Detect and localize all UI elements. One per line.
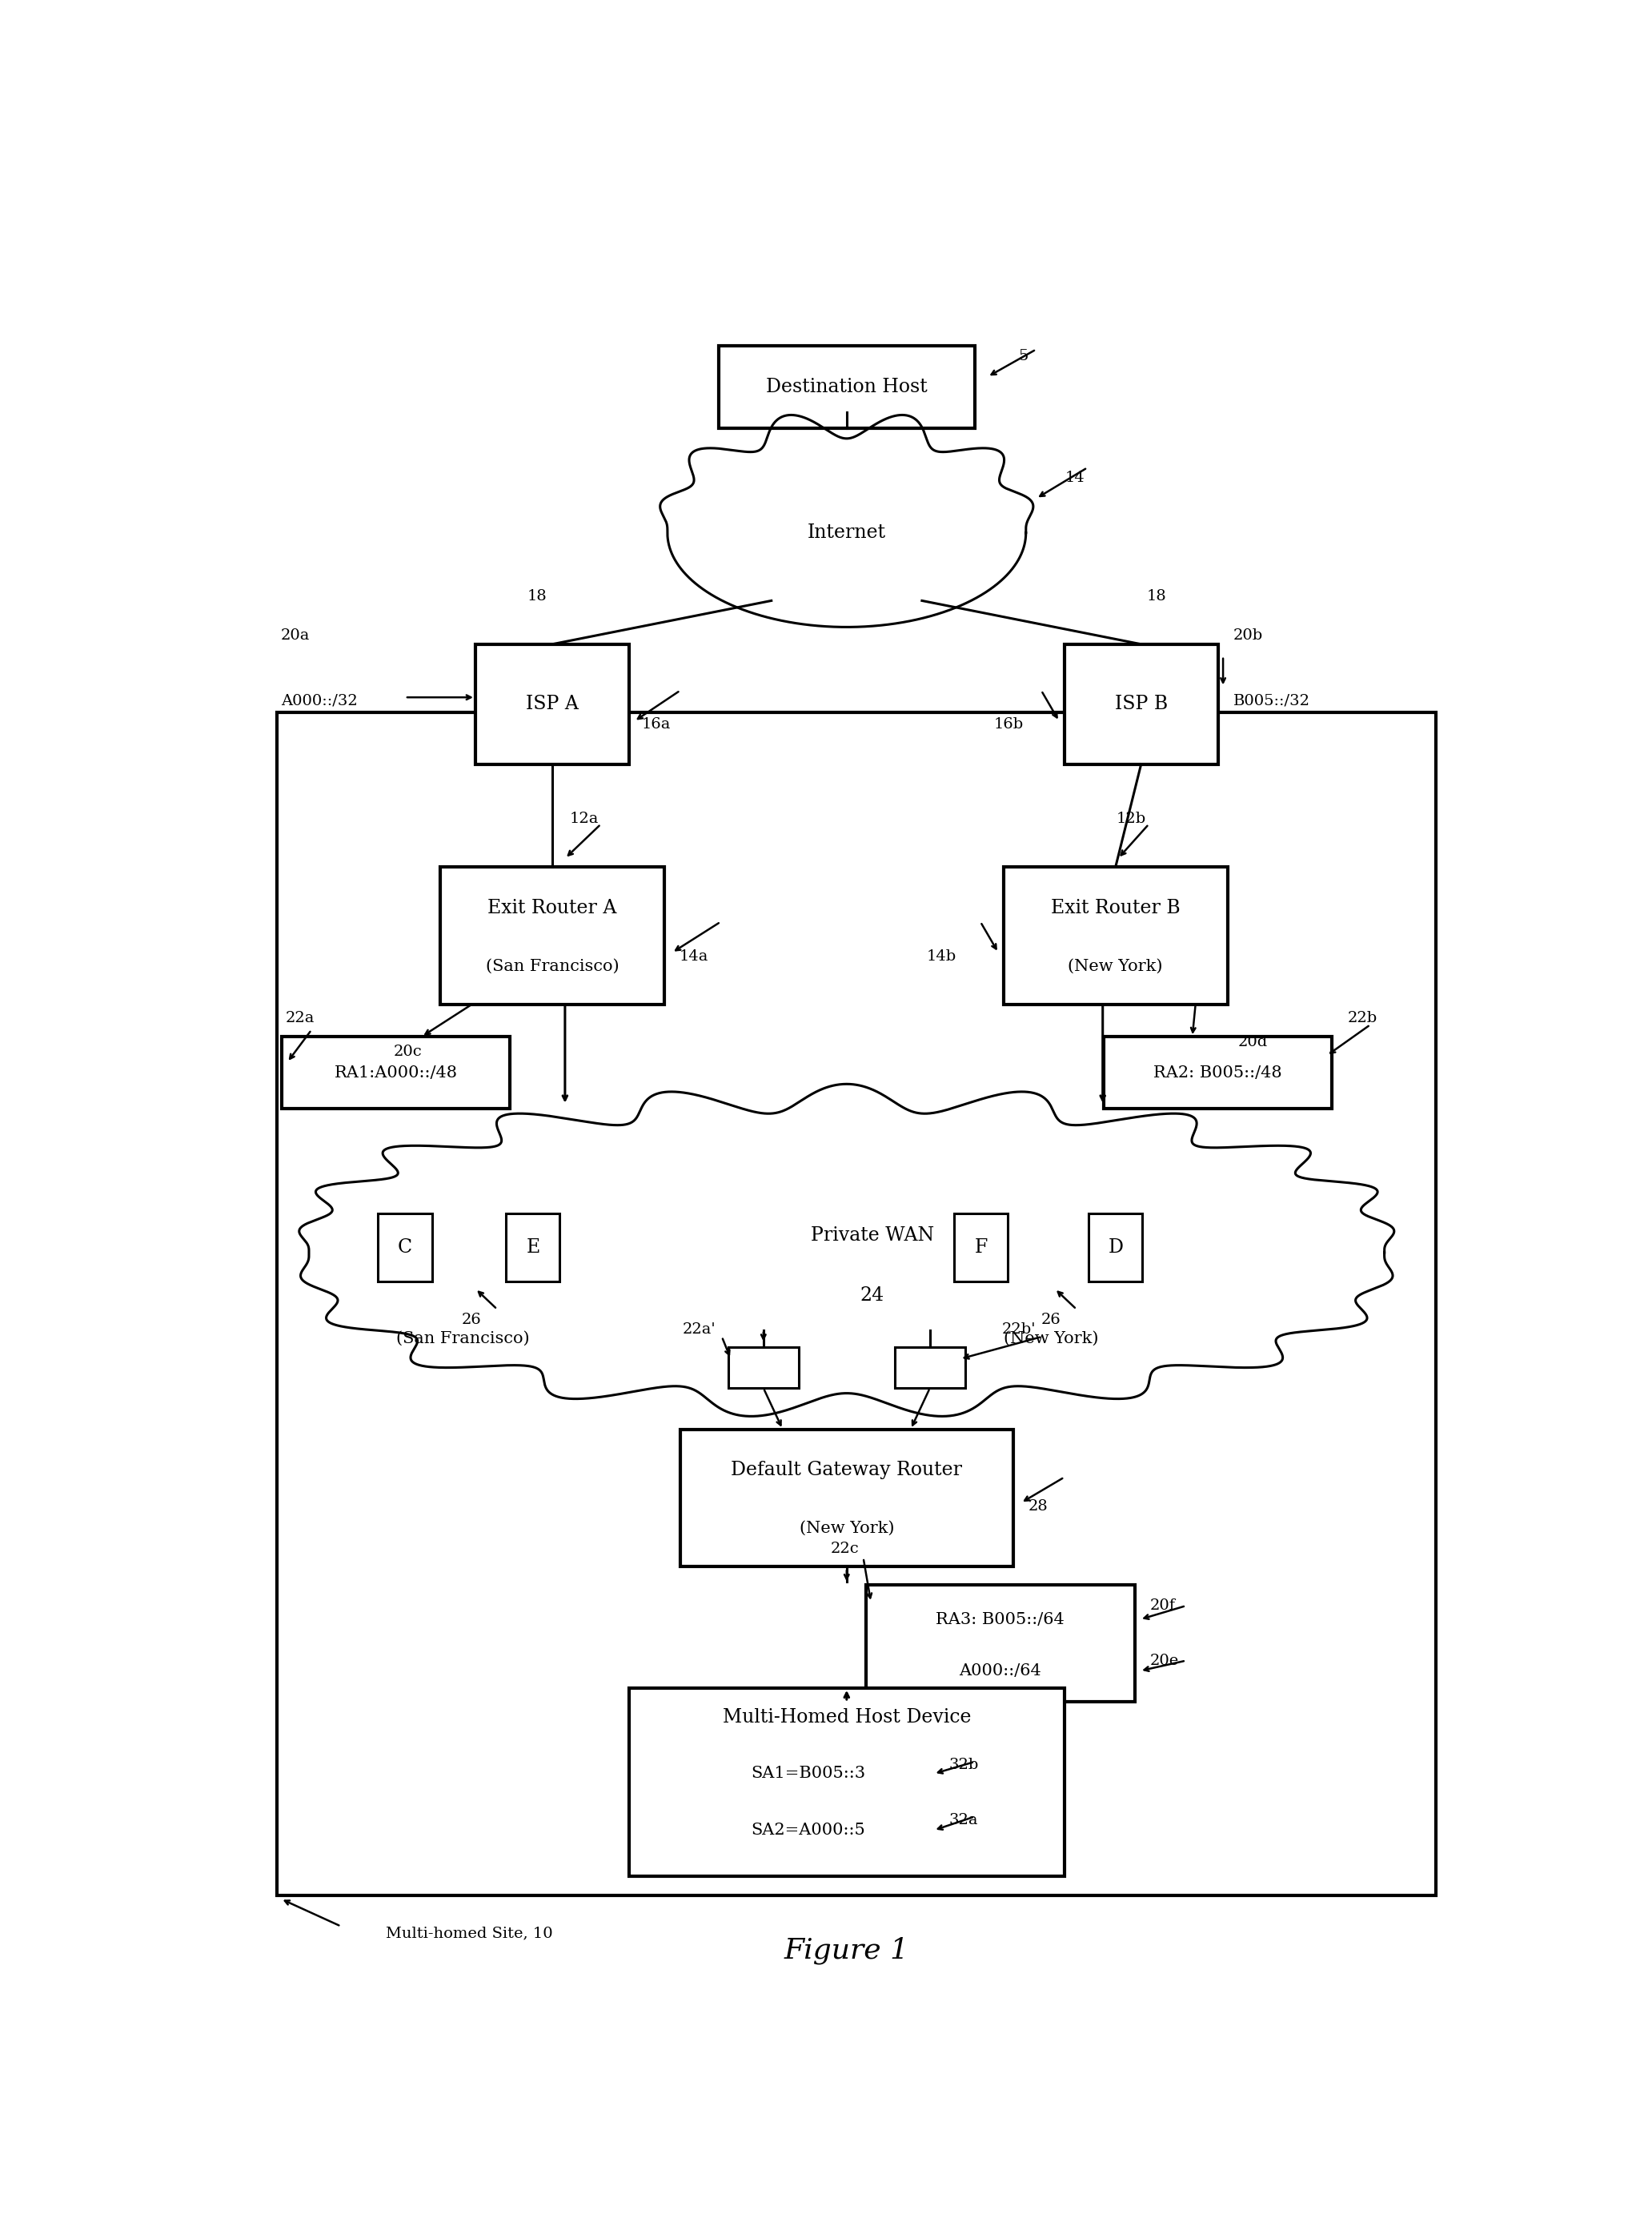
Text: 18: 18 [527, 590, 547, 603]
Text: Figure 1: Figure 1 [785, 1937, 909, 1963]
Text: E: E [525, 1238, 540, 1258]
Text: ISP A: ISP A [525, 695, 578, 712]
Polygon shape [661, 414, 1032, 628]
Bar [476, 643, 629, 764]
Text: 5: 5 [1018, 349, 1028, 363]
Text: 16a: 16a [641, 717, 671, 732]
Text: 20a: 20a [281, 628, 311, 643]
Text: A000::/32: A000::/32 [281, 695, 357, 708]
Text: (San Francisco): (San Francisco) [396, 1331, 529, 1347]
Text: 24: 24 [861, 1287, 884, 1304]
Text: A000::/64: A000::/64 [960, 1663, 1041, 1678]
Bar [378, 1213, 431, 1282]
Text: 32a: 32a [948, 1812, 978, 1828]
Text: 14: 14 [1064, 470, 1084, 485]
Bar [278, 712, 1436, 1897]
Bar [1064, 643, 1218, 764]
Text: 26: 26 [461, 1313, 481, 1327]
Text: (San Francisco): (San Francisco) [486, 959, 620, 975]
Text: (New York): (New York) [1069, 959, 1163, 975]
Text: Destination Host: Destination Host [767, 378, 927, 396]
Bar [729, 1347, 798, 1389]
Text: 28: 28 [1029, 1498, 1049, 1514]
Text: ISP B: ISP B [1115, 695, 1168, 712]
Bar [282, 1037, 510, 1109]
Bar [1003, 866, 1227, 1004]
Text: 14b: 14b [927, 948, 957, 964]
Text: Exit Router A: Exit Router A [487, 899, 616, 917]
Text: 18: 18 [1146, 590, 1166, 603]
Bar [1104, 1037, 1332, 1109]
Bar [719, 345, 975, 427]
Text: 22a: 22a [286, 1011, 316, 1024]
Bar [506, 1213, 560, 1282]
Text: 14a: 14a [679, 948, 709, 964]
Text: 22a': 22a' [682, 1322, 715, 1338]
Text: RA1:A000::/48: RA1:A000::/48 [334, 1064, 458, 1080]
Text: 20f: 20f [1150, 1598, 1176, 1614]
Text: (New York): (New York) [1004, 1331, 1099, 1347]
Text: 22c: 22c [831, 1543, 859, 1556]
Text: 32b: 32b [948, 1759, 980, 1772]
Text: 20c: 20c [393, 1044, 423, 1060]
Text: RA2: B005::/48: RA2: B005::/48 [1153, 1064, 1282, 1080]
Text: 16b: 16b [995, 717, 1024, 732]
Text: SA2=A000::5: SA2=A000::5 [752, 1823, 866, 1839]
Bar [866, 1585, 1135, 1701]
Text: SA1=B005::3: SA1=B005::3 [752, 1765, 866, 1781]
Bar [439, 866, 664, 1004]
Bar [629, 1687, 1064, 1877]
Text: Internet: Internet [808, 523, 885, 541]
Text: Multi-Homed Host Device: Multi-Homed Host Device [722, 1707, 971, 1727]
Text: C: C [398, 1238, 413, 1258]
Text: Exit Router B: Exit Router B [1051, 899, 1180, 917]
Bar [1089, 1213, 1143, 1282]
Text: 20b: 20b [1234, 628, 1264, 643]
Text: 12b: 12b [1117, 812, 1146, 826]
Bar [895, 1347, 965, 1389]
Text: 20e: 20e [1150, 1654, 1180, 1667]
Text: B005::/32: B005::/32 [1234, 695, 1310, 708]
Bar [681, 1429, 1013, 1567]
Text: 12a: 12a [570, 812, 598, 826]
Text: 22b: 22b [1348, 1011, 1378, 1024]
Polygon shape [299, 1084, 1394, 1416]
Text: Private WAN: Private WAN [811, 1227, 933, 1244]
Text: Multi-homed Site, 10: Multi-homed Site, 10 [387, 1925, 553, 1941]
Text: D: D [1108, 1238, 1123, 1258]
Text: RA3: B005::/64: RA3: B005::/64 [937, 1612, 1064, 1627]
Text: 20d: 20d [1239, 1035, 1269, 1048]
Text: 26: 26 [1041, 1313, 1061, 1327]
Text: 22b': 22b' [1001, 1322, 1036, 1338]
Text: Default Gateway Router: Default Gateway Router [730, 1460, 963, 1480]
Bar [955, 1213, 1008, 1282]
Text: (New York): (New York) [800, 1520, 894, 1536]
Text: F: F [975, 1238, 988, 1258]
